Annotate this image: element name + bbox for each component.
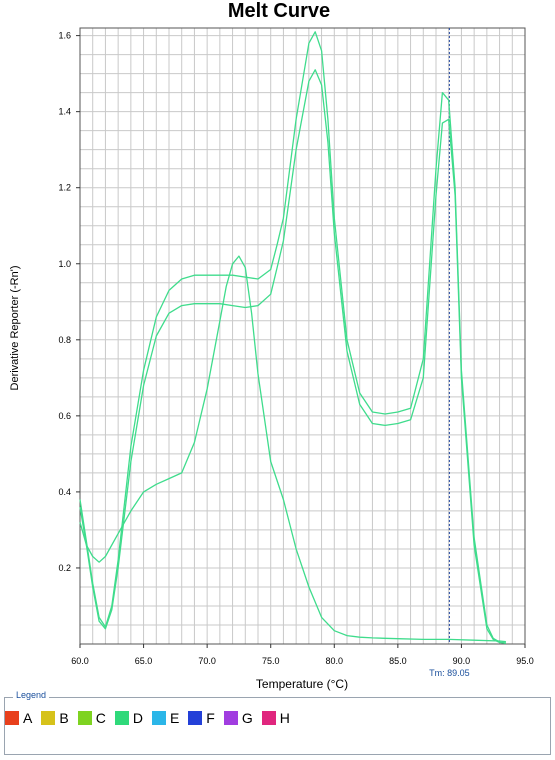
legend-item[interactable]: A — [5, 710, 32, 726]
legend-item[interactable]: F — [188, 710, 215, 726]
legend-swatch — [5, 711, 19, 725]
legend-swatch — [188, 711, 203, 725]
legend-label: G — [241, 710, 253, 726]
x-tick-label: 75.0 — [262, 656, 280, 666]
x-tick-label: 90.0 — [453, 656, 471, 666]
y-tick-label: 1.6 — [58, 31, 71, 41]
grid-lines — [80, 28, 525, 644]
x-axis-label: Temperature (°C) — [256, 677, 348, 691]
legend-item[interactable]: B — [41, 710, 69, 726]
legend-item[interactable]: E — [151, 710, 180, 726]
legend-label: F — [206, 710, 215, 726]
series-line — [79, 31, 507, 644]
x-tick-label: 70.0 — [198, 656, 216, 666]
legend-item[interactable]: D — [114, 710, 143, 726]
legend-label: E — [169, 710, 180, 726]
tm-marker-label: Tm: 89.05 — [429, 668, 470, 678]
legend-label: D — [132, 710, 143, 726]
data-series — [79, 31, 507, 644]
legend-items: A B C D E F G H — [5, 710, 299, 726]
axis-ticks: 60.0 65.0 70.0 75.0 80.0 85.0 90.0 95.0 0.2 0.4 0.… — [58, 31, 533, 666]
legend-label: C — [95, 710, 106, 726]
legend-label: H — [279, 710, 290, 726]
y-tick-label: 1.2 — [58, 183, 71, 193]
plot-area — [80, 28, 525, 644]
legend-item[interactable]: C — [77, 710, 106, 726]
y-tick-label: 1.4 — [58, 107, 71, 117]
x-tick-label: 95.0 — [516, 656, 534, 666]
legend-item[interactable]: H — [261, 710, 290, 726]
legend-label: A — [23, 710, 33, 726]
legend-title: Legend — [13, 690, 50, 700]
melt-curve-chart: Melt Curve 60.0 65.0 70.0 75.0 80.0 85.0 90.0 9… — [9, 0, 534, 691]
legend-swatch — [151, 711, 166, 725]
series-line — [79, 255, 506, 643]
x-tick-label: 65.0 — [135, 656, 153, 666]
legend-swatch — [41, 711, 56, 725]
x-tick-label: 60.0 — [71, 656, 89, 666]
plot-border — [79, 27, 526, 645]
y-tick-label: 0.6 — [58, 411, 71, 421]
y-tick-label: 0.4 — [58, 487, 71, 497]
y-tick-label: 1.0 — [58, 259, 71, 269]
legend-swatch — [223, 711, 238, 725]
y-tick-label: 0.8 — [58, 335, 71, 345]
legend-panel: Legend A B C D E F G H — [4, 690, 551, 755]
legend-swatch — [261, 711, 276, 725]
series-line — [79, 69, 506, 644]
x-tick-label: 80.0 — [326, 656, 344, 666]
x-tick-label: 85.0 — [389, 656, 407, 666]
y-tick-label: 0.2 — [58, 563, 71, 573]
chart-title: Melt Curve — [228, 0, 330, 22]
legend-item[interactable]: G — [223, 710, 253, 726]
legend-swatch — [114, 711, 129, 725]
y-axis-label: Derivative Reporter (-Rn') — [9, 266, 21, 391]
legend-swatch — [77, 711, 92, 725]
legend-label: B — [59, 710, 69, 726]
